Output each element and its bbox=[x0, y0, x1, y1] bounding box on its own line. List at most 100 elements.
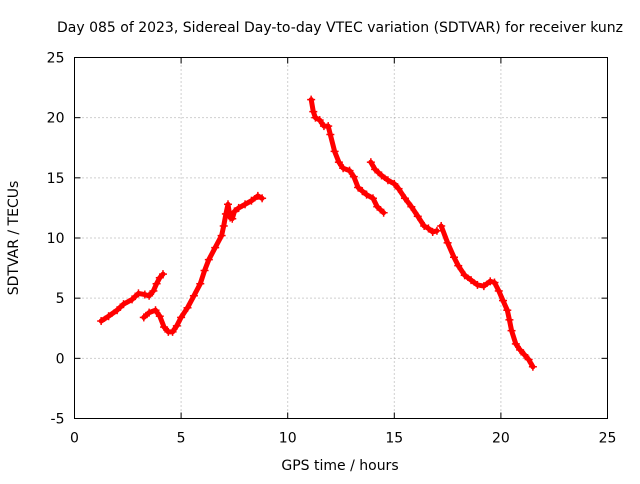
data-point bbox=[200, 266, 209, 275]
x-tick-label: 25 bbox=[599, 431, 617, 447]
data-point bbox=[145, 308, 154, 317]
data-point bbox=[505, 315, 514, 324]
data-point bbox=[383, 176, 392, 185]
x-tick-label: 0 bbox=[70, 431, 79, 447]
plot-frame bbox=[74, 57, 608, 419]
y-tick-label: 15 bbox=[47, 171, 65, 187]
data-point bbox=[224, 200, 233, 209]
y-tick-label: 0 bbox=[56, 351, 65, 367]
data-point bbox=[311, 113, 320, 122]
data-point bbox=[366, 158, 375, 167]
data-point bbox=[234, 203, 243, 212]
data-point bbox=[449, 253, 458, 262]
data-point bbox=[113, 306, 122, 315]
data-point bbox=[189, 291, 198, 300]
data-point bbox=[228, 214, 237, 223]
data-point bbox=[211, 243, 220, 252]
data-point bbox=[400, 194, 409, 203]
data-point bbox=[373, 202, 382, 211]
data-point bbox=[241, 200, 250, 209]
data-point bbox=[217, 231, 226, 240]
data-point bbox=[368, 194, 377, 203]
data-point bbox=[119, 300, 128, 309]
data-point bbox=[486, 277, 495, 286]
data-point bbox=[149, 286, 158, 295]
data-point bbox=[473, 280, 482, 289]
data-point bbox=[196, 279, 205, 288]
y-axis-label: SDTVAR / TECUs bbox=[6, 181, 22, 296]
data-point bbox=[467, 276, 476, 285]
x-tick-label: 15 bbox=[385, 431, 403, 447]
data-point bbox=[524, 355, 533, 364]
data-point bbox=[128, 295, 137, 304]
data-point bbox=[394, 184, 403, 193]
data-point bbox=[204, 255, 213, 264]
data-point bbox=[309, 107, 318, 116]
x-tick-label: 20 bbox=[492, 431, 510, 447]
series-arc-5-trace bbox=[438, 223, 536, 370]
tick-layer: 0 5 10 15 20 25 -5 0 5 10 15 20 25 bbox=[47, 51, 617, 447]
data-point bbox=[358, 187, 367, 196]
data-point bbox=[413, 212, 422, 221]
data-point bbox=[520, 350, 529, 359]
data-point bbox=[307, 95, 316, 104]
data-point bbox=[479, 282, 488, 291]
data-point bbox=[258, 194, 267, 203]
data-point bbox=[219, 221, 228, 230]
data-point bbox=[460, 271, 469, 280]
data-point bbox=[362, 190, 371, 199]
data-point bbox=[97, 317, 106, 326]
data-point bbox=[158, 270, 167, 279]
data-point bbox=[152, 279, 161, 288]
y-tick-label: 25 bbox=[47, 51, 65, 67]
data-point bbox=[516, 345, 525, 354]
data-point bbox=[379, 208, 388, 217]
data-point bbox=[494, 286, 503, 295]
data-point bbox=[437, 221, 446, 230]
x-tick-label: 10 bbox=[279, 431, 297, 447]
y-tick-label: 10 bbox=[47, 231, 65, 247]
data-point bbox=[172, 321, 181, 330]
data-point bbox=[140, 290, 149, 299]
data-point bbox=[371, 165, 380, 174]
data-point bbox=[330, 147, 339, 156]
data-point bbox=[349, 172, 358, 181]
series-arc-4-trace bbox=[368, 159, 440, 235]
data-point bbox=[339, 164, 348, 173]
data-point bbox=[454, 261, 463, 270]
series-arc-2-trace bbox=[141, 193, 265, 335]
x-axis-label: GPS time / hours bbox=[281, 458, 398, 474]
data-point bbox=[432, 226, 441, 235]
data-point bbox=[420, 221, 429, 230]
data-point bbox=[528, 362, 537, 371]
data-point bbox=[503, 306, 512, 315]
data-point bbox=[334, 158, 343, 167]
data-point bbox=[253, 191, 262, 200]
data-point bbox=[247, 196, 256, 205]
data-point bbox=[511, 339, 520, 348]
data-point bbox=[507, 326, 516, 335]
data-point bbox=[160, 323, 169, 332]
data-point bbox=[221, 209, 230, 218]
data-point bbox=[177, 313, 186, 322]
data-point bbox=[230, 207, 239, 216]
data-point bbox=[315, 116, 324, 125]
data-point bbox=[428, 227, 437, 236]
data-point bbox=[345, 166, 354, 175]
y-tick-label: -5 bbox=[51, 412, 65, 428]
y-tick-label: 5 bbox=[56, 291, 65, 307]
data-point bbox=[326, 130, 335, 139]
series-layer bbox=[97, 95, 537, 371]
data-point bbox=[324, 122, 333, 131]
data-point bbox=[490, 278, 499, 287]
data-point bbox=[139, 313, 148, 322]
data-point bbox=[407, 202, 416, 211]
data-point bbox=[443, 238, 452, 247]
data-point bbox=[390, 179, 399, 188]
data-point bbox=[183, 303, 192, 312]
data-point bbox=[134, 289, 143, 298]
y-tick-label: 20 bbox=[47, 111, 65, 127]
data-point bbox=[155, 312, 164, 321]
